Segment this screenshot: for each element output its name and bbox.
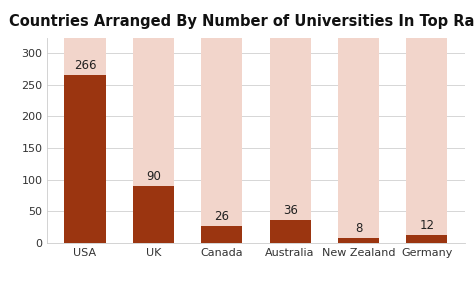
Text: 90: 90	[146, 170, 161, 183]
Text: 12: 12	[419, 219, 434, 232]
Bar	[133, 38, 174, 243]
Bar	[270, 220, 310, 243]
Text: 36: 36	[283, 204, 298, 217]
Bar	[133, 186, 174, 243]
Bar	[406, 235, 447, 243]
Text: 26: 26	[214, 210, 229, 223]
Bar	[64, 38, 106, 243]
Bar	[338, 238, 379, 243]
Bar	[406, 38, 447, 243]
Text: 8: 8	[355, 222, 362, 235]
Bar	[64, 75, 106, 243]
Bar	[201, 226, 242, 243]
Bar	[338, 38, 379, 243]
Text: 266: 266	[74, 59, 96, 72]
Title: Countries Arranged By Number of Universities In Top Ranks: Countries Arranged By Number of Universi…	[9, 14, 474, 29]
Bar	[201, 38, 242, 243]
Bar	[270, 38, 310, 243]
